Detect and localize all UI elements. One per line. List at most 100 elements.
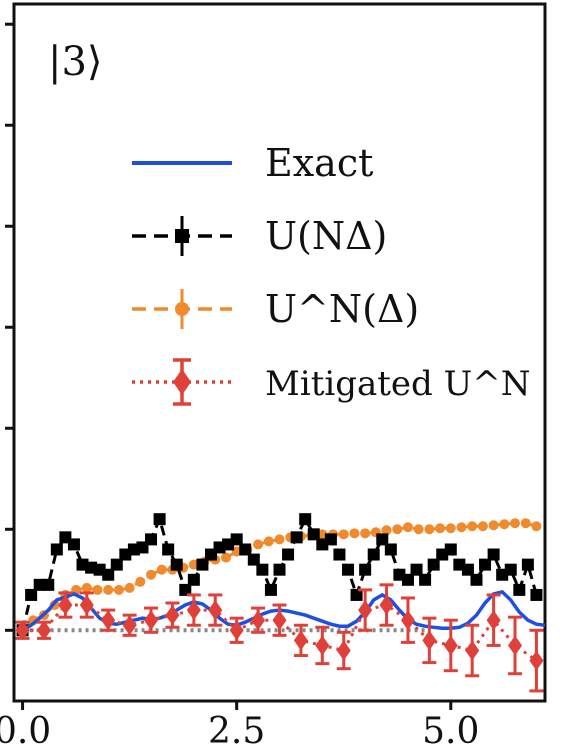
point-2-45 (499, 519, 510, 530)
point-1-32 (290, 531, 303, 544)
point-2-23 (263, 536, 274, 547)
point-1-53 (470, 573, 483, 586)
point-2-35 (392, 524, 403, 535)
point-1-25 (230, 533, 243, 546)
legend-label-1: U(NΔ) (265, 214, 387, 258)
point-2-48 (531, 521, 542, 532)
panel-label: |3⟩ (48, 39, 103, 85)
point-1-40 (359, 563, 372, 576)
point-2-46 (510, 518, 521, 529)
point-2-16 (188, 559, 199, 570)
legend-marker-1 (175, 229, 189, 243)
point-1-20 (187, 573, 200, 586)
point-1-31 (282, 548, 295, 561)
point-1-39 (350, 588, 363, 601)
legend-label-3: Mitigated U^N (265, 364, 531, 404)
point-3-16 (358, 600, 373, 621)
point-1-21 (196, 558, 209, 571)
point-1-37 (333, 548, 346, 561)
point-3-24 (529, 650, 544, 671)
point-3-7 (165, 605, 180, 626)
point-2-6 (81, 582, 92, 593)
point-3-14 (315, 635, 330, 656)
point-3-5 (122, 615, 137, 636)
point-2-11 (135, 576, 146, 587)
point-3-0 (15, 620, 30, 641)
point-1-46 (410, 563, 423, 576)
point-3-19 (422, 630, 437, 651)
point-1-60 (530, 588, 543, 601)
point-1-1 (25, 588, 38, 601)
point-1-15 (145, 533, 158, 546)
point-1-4 (50, 543, 63, 556)
legend-marker-2 (175, 302, 189, 316)
point-3-3 (79, 595, 94, 616)
legend: Exact U(NΔ) U^N(Δ) Mitigated U^N (132, 141, 531, 406)
point-1-19 (179, 583, 192, 596)
point-2-34 (381, 525, 392, 536)
point-3-9 (208, 600, 223, 621)
point-1-3 (42, 578, 55, 591)
point-2-41 (456, 522, 467, 533)
point-3-2 (58, 595, 73, 616)
x-tick-label-1: 2.5 (208, 711, 265, 747)
legend-entry-3: Mitigated U^N (132, 358, 531, 406)
point-3-23 (508, 635, 523, 656)
point-1-28 (256, 563, 269, 576)
point-1-45 (401, 573, 414, 586)
point-3-15 (336, 640, 351, 661)
point-1-26 (239, 543, 252, 556)
legend-entry-0: Exact (132, 141, 373, 185)
point-2-32 (360, 528, 371, 539)
legend-marker-3 (173, 369, 191, 395)
point-1-41 (367, 548, 380, 561)
point-1-52 (461, 563, 474, 576)
point-2-12 (146, 569, 157, 580)
series-layer (15, 513, 545, 693)
point-2-19 (220, 552, 231, 563)
point-3-17 (379, 595, 394, 616)
point-2-28 (317, 529, 328, 540)
point-3-12 (272, 610, 287, 631)
point-1-50 (444, 543, 457, 556)
point-1-6 (67, 538, 80, 551)
point-3-6 (144, 610, 159, 631)
axis-layer: 0.0 2.5 5.0 (0, 22, 479, 747)
point-2-31 (349, 528, 360, 539)
point-3-11 (251, 610, 266, 631)
point-2-10 (124, 582, 135, 593)
point-2-39 (435, 523, 446, 534)
point-1-34 (307, 528, 320, 541)
point-1-30 (273, 563, 286, 576)
legend-label-2: U^N(Δ) (265, 287, 419, 331)
point-2-44 (488, 520, 499, 531)
point-1-48 (427, 558, 440, 571)
series-1 (16, 513, 543, 637)
point-1-18 (170, 558, 183, 571)
point-3-18 (400, 610, 415, 631)
point-2-30 (338, 529, 349, 540)
point-2-36 (402, 522, 413, 533)
point-2-24 (274, 534, 285, 545)
point-1-42 (376, 533, 389, 546)
point-1-38 (342, 563, 355, 576)
legend-entry-2: U^N(Δ) (132, 287, 419, 331)
point-2-40 (445, 523, 456, 534)
point-2-22 (253, 539, 264, 550)
point-3-21 (465, 640, 480, 661)
point-1-17 (162, 543, 175, 556)
point-3-4 (101, 610, 116, 631)
point-2-7 (92, 584, 103, 595)
x-tick-label-0: 0.0 (0, 711, 51, 747)
point-1-57 (504, 563, 517, 576)
x-tick-label-2: 5.0 (422, 711, 479, 747)
plot-frame (12, 2, 547, 703)
point-3-20 (443, 635, 458, 656)
point-1-10 (102, 568, 115, 581)
point-2-8 (103, 584, 114, 595)
point-2-13 (156, 564, 167, 575)
point-1-54 (479, 558, 492, 571)
point-2-43 (477, 521, 488, 532)
point-1-47 (419, 573, 432, 586)
